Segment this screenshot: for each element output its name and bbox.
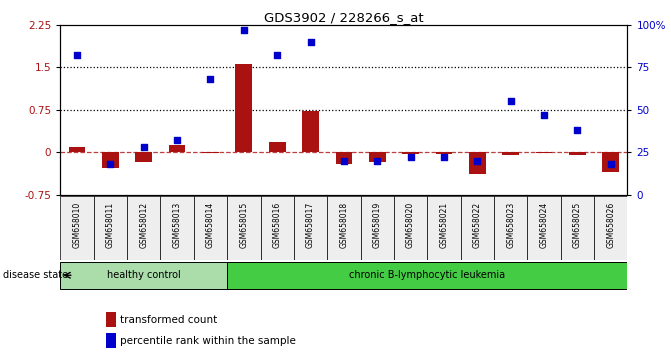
Text: GSM658022: GSM658022 [473,201,482,248]
Point [238,27,249,33]
Point [105,161,116,167]
Text: GSM658019: GSM658019 [372,201,382,248]
FancyBboxPatch shape [561,196,594,260]
Point [272,52,282,58]
Text: chronic B-lymphocytic leukemia: chronic B-lymphocytic leukemia [349,270,505,280]
FancyBboxPatch shape [260,196,294,260]
Bar [236,64,252,152]
Point [405,154,416,160]
FancyBboxPatch shape [494,196,527,260]
Text: GSM658010: GSM658010 [72,201,82,248]
Bar [535,152,552,153]
FancyBboxPatch shape [160,196,194,260]
Point [439,154,450,160]
FancyBboxPatch shape [127,196,160,260]
Bar [569,152,586,155]
Point [72,52,83,58]
Bar [106,333,116,348]
Bar [106,312,116,327]
FancyBboxPatch shape [460,196,494,260]
Point [338,158,349,164]
FancyBboxPatch shape [427,196,460,260]
FancyBboxPatch shape [60,196,94,260]
Point [605,161,616,167]
Point [505,98,516,104]
Bar [136,152,152,162]
Text: healthy control: healthy control [107,270,180,280]
Text: GSM658025: GSM658025 [573,201,582,248]
Bar [202,152,219,153]
Text: GSM658018: GSM658018 [340,201,348,248]
Text: GSM658024: GSM658024 [539,201,548,248]
Text: GSM658011: GSM658011 [106,201,115,248]
Bar [469,152,486,174]
Bar [603,152,619,172]
Point [172,137,183,143]
FancyBboxPatch shape [394,196,427,260]
Bar [503,152,519,155]
Point [305,39,316,45]
Text: GSM658013: GSM658013 [172,201,182,248]
FancyBboxPatch shape [594,196,627,260]
Bar [102,152,119,168]
FancyBboxPatch shape [94,196,127,260]
FancyBboxPatch shape [227,262,627,289]
FancyBboxPatch shape [527,196,561,260]
FancyBboxPatch shape [360,196,394,260]
FancyBboxPatch shape [227,196,260,260]
Text: GSM658012: GSM658012 [140,201,148,248]
Point [205,76,216,82]
Text: GSM658016: GSM658016 [272,201,282,248]
Text: GSM658017: GSM658017 [306,201,315,248]
Point [138,144,149,150]
Text: GSM658026: GSM658026 [606,201,615,248]
FancyBboxPatch shape [60,262,227,289]
Text: disease state: disease state [3,270,68,280]
Bar [336,152,352,164]
FancyBboxPatch shape [327,196,360,260]
Text: percentile rank within the sample: percentile rank within the sample [120,336,296,346]
Text: GSM658015: GSM658015 [240,201,248,248]
Text: transformed count: transformed count [120,315,217,325]
Bar [369,152,386,162]
Text: GSM658021: GSM658021 [440,201,448,248]
FancyBboxPatch shape [194,196,227,260]
Text: GSM658023: GSM658023 [506,201,515,248]
Title: GDS3902 / 228266_s_at: GDS3902 / 228266_s_at [264,11,423,24]
Point [539,112,550,118]
Text: GSM658014: GSM658014 [206,201,215,248]
Bar [169,145,185,152]
Point [472,158,482,164]
Point [372,158,382,164]
Bar [68,147,85,152]
Bar [302,112,319,152]
Bar [269,142,286,152]
Text: GSM658020: GSM658020 [406,201,415,248]
Bar [435,152,452,154]
Bar [402,152,419,154]
FancyBboxPatch shape [294,196,327,260]
Point [572,127,582,133]
